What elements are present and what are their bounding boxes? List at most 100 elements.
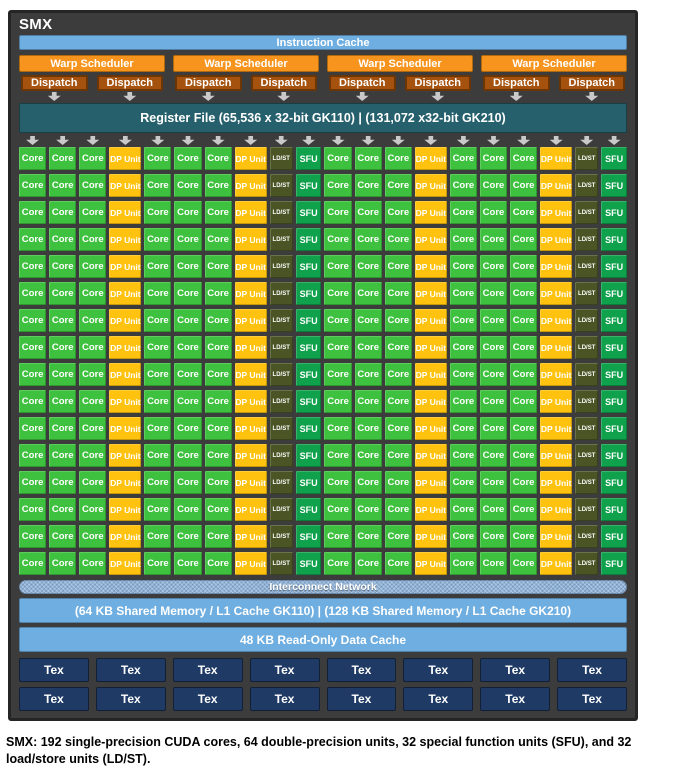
- core-cell: Core: [144, 363, 172, 386]
- sfu-cell: SFU: [295, 363, 322, 386]
- down-arrow-icon: [302, 136, 316, 145]
- core-cell: Core: [144, 390, 172, 413]
- tex-unit-cell: Tex: [95, 687, 166, 711]
- core-cell: Core: [479, 174, 508, 197]
- core-cell: Core: [49, 228, 77, 251]
- tex-unit-cell: Tex: [249, 658, 320, 682]
- core-cell: Core: [324, 417, 352, 440]
- core-cell: Core: [479, 390, 508, 413]
- core-cell: Core: [19, 444, 47, 467]
- dp-cell: DP Unit: [414, 174, 447, 197]
- core-cell: Core: [324, 390, 352, 413]
- core-cell: Core: [144, 147, 172, 170]
- core-cell: Core: [449, 282, 477, 305]
- core-cell: Core: [204, 417, 232, 440]
- core-cell: Core: [79, 309, 107, 332]
- dp-cell: DP Unit: [234, 255, 267, 278]
- core-cell: Core: [354, 255, 382, 278]
- core-cell: Core: [204, 444, 232, 467]
- warp-scheduler-row: Warp Scheduler Dispatch Dispatch Warp Sched…: [19, 55, 627, 101]
- dp-cell: DP Unit: [540, 525, 573, 548]
- dp-cell: DP Unit: [414, 255, 447, 278]
- core-cell: Core: [204, 363, 232, 386]
- core-cell: Core: [324, 552, 352, 575]
- dp-cell: DP Unit: [540, 255, 573, 278]
- dp-cell: DP Unit: [540, 201, 573, 224]
- sfu-cell: SFU: [601, 390, 627, 413]
- ldst-cell: LD/ST: [575, 498, 599, 521]
- core-cell: Core: [354, 147, 382, 170]
- ldst-cell: LD/ST: [269, 282, 293, 305]
- core-cell: Core: [19, 363, 47, 386]
- core-cell: Core: [19, 201, 47, 224]
- sfu-cell: SFU: [601, 255, 627, 278]
- core-cell: Core: [510, 390, 538, 413]
- sfu-cell: SFU: [601, 228, 627, 251]
- dispatch-bar: Dispatch: [250, 75, 317, 91]
- core-cell: Core: [449, 228, 477, 251]
- ldst-cell: LD/ST: [269, 336, 293, 359]
- core-cell: Core: [144, 255, 172, 278]
- core-cell: Core: [204, 498, 232, 521]
- sfu-cell: SFU: [295, 228, 322, 251]
- down-arrow-icon: [201, 92, 215, 101]
- ldst-cell: LD/ST: [269, 417, 293, 440]
- core-cell: Core: [174, 390, 202, 413]
- core-cell: Core: [174, 255, 202, 278]
- dp-cell: DP Unit: [540, 552, 573, 575]
- core-cell: Core: [449, 552, 477, 575]
- dp-cell: DP Unit: [109, 525, 142, 548]
- core-cell: Core: [479, 201, 508, 224]
- dp-cell: DP Unit: [414, 282, 447, 305]
- core-cell: Core: [449, 309, 477, 332]
- ldst-cell: LD/ST: [575, 174, 599, 197]
- down-arrow-icon: [181, 136, 195, 145]
- core-cell: Core: [144, 201, 172, 224]
- tex-grid: Tex Tex Tex Tex Tex Tex Tex Tex Tex Tex Tex Tex Tex T…: [19, 658, 627, 711]
- core-cell: Core: [449, 417, 477, 440]
- dp-cell: DP Unit: [109, 255, 142, 278]
- register-file-bar: Register File (65,536 x 32-bit GK110) | …: [19, 103, 627, 133]
- ldst-cell: LD/ST: [575, 201, 599, 224]
- core-cell: Core: [324, 309, 352, 332]
- core-cell: Core: [144, 228, 172, 251]
- ldst-cell: LD/ST: [269, 498, 293, 521]
- core-cell: Core: [144, 336, 172, 359]
- dp-cell: DP Unit: [414, 363, 447, 386]
- core-cell: Core: [19, 525, 47, 548]
- dp-cell: DP Unit: [234, 525, 267, 548]
- core-cell: Core: [79, 228, 107, 251]
- core-cell: Core: [49, 147, 77, 170]
- dp-cell: DP Unit: [414, 471, 447, 494]
- core-cell: Core: [479, 228, 508, 251]
- dp-cell: DP Unit: [414, 498, 447, 521]
- ldst-cell: LD/ST: [575, 336, 599, 359]
- dp-cell: DP Unit: [234, 471, 267, 494]
- core-cell: Core: [174, 201, 202, 224]
- dp-cell: DP Unit: [109, 390, 142, 413]
- warp-scheduler-bar: Warp Scheduler: [481, 55, 627, 72]
- sfu-cell: SFU: [601, 147, 627, 170]
- dp-cell: DP Unit: [109, 552, 142, 575]
- down-arrow-icon: [123, 92, 137, 101]
- core-cell: Core: [204, 147, 232, 170]
- core-cell: Core: [510, 336, 538, 359]
- dp-cell: DP Unit: [234, 147, 267, 170]
- dp-cell: DP Unit: [109, 336, 142, 359]
- dp-cell: DP Unit: [414, 228, 447, 251]
- sfu-cell: SFU: [601, 444, 627, 467]
- ldst-cell: LD/ST: [575, 444, 599, 467]
- smx-title: SMX: [19, 16, 53, 33]
- core-cell: Core: [324, 444, 352, 467]
- sfu-cell: SFU: [295, 390, 322, 413]
- warp-scheduler-group: Warp Scheduler Dispatch Dispatch: [481, 55, 627, 101]
- dp-cell: DP Unit: [540, 228, 573, 251]
- sfu-cell: SFU: [601, 471, 627, 494]
- core-cell: Core: [354, 336, 382, 359]
- dp-cell: DP Unit: [234, 336, 267, 359]
- core-cell: Core: [384, 444, 412, 467]
- core-cell: Core: [79, 174, 107, 197]
- down-arrow-icon: [487, 136, 500, 145]
- dp-cell: DP Unit: [109, 309, 142, 332]
- core-cell: Core: [384, 471, 412, 494]
